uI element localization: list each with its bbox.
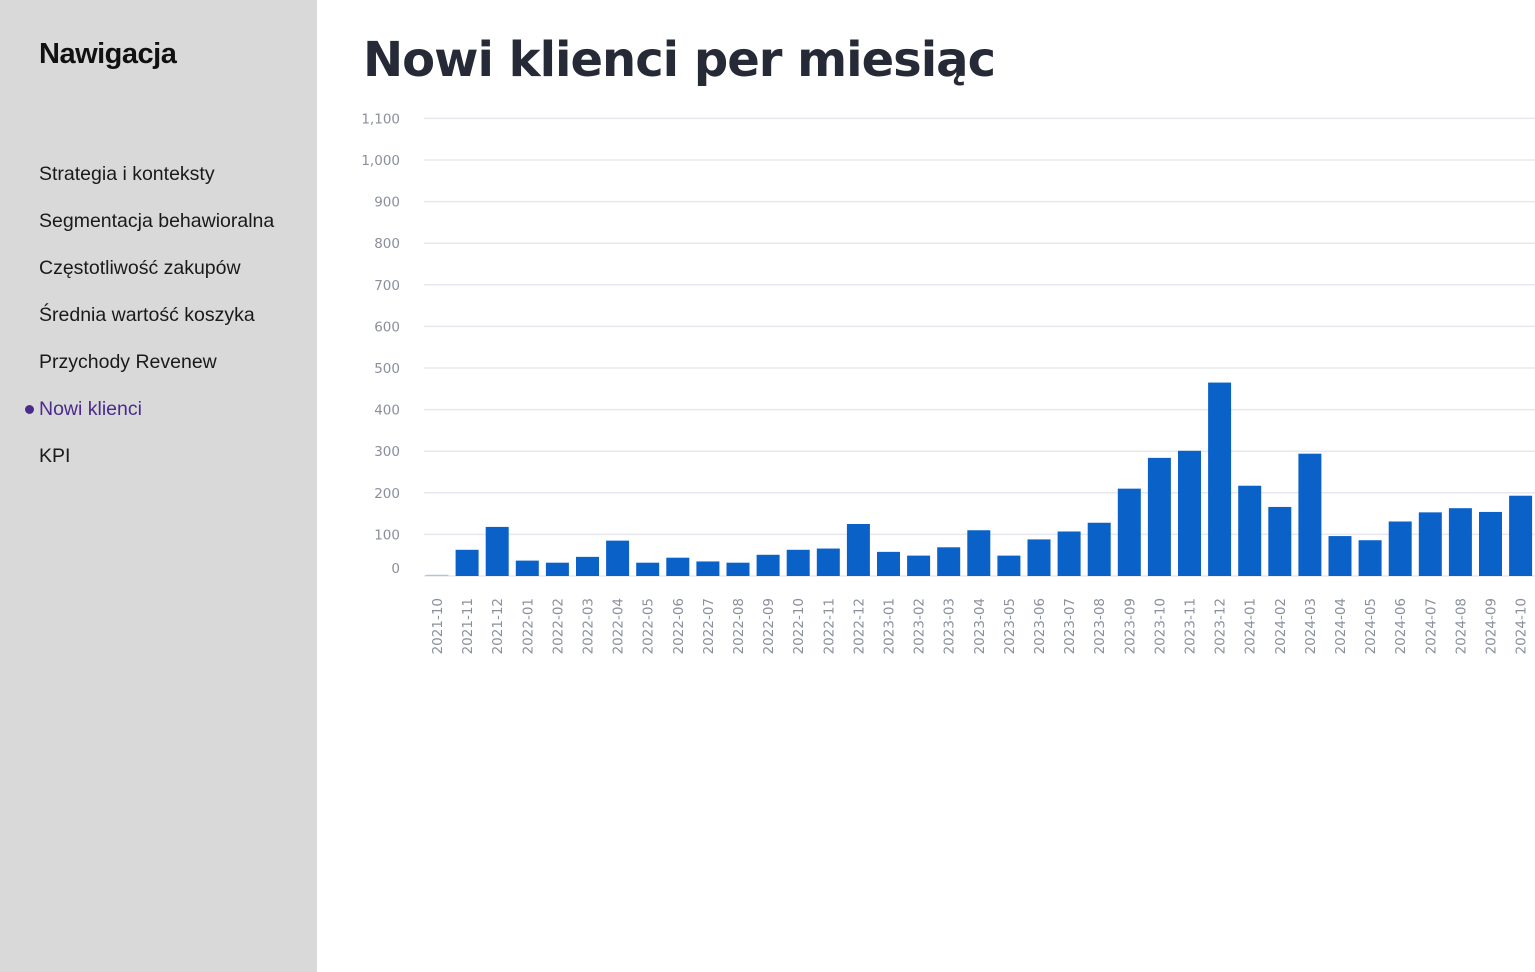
bar-2022-12: [846, 524, 870, 576]
x-tick-label: 2022-07: [701, 598, 717, 654]
nav-list: Strategia i konteksty Segmentacja behawio…: [0, 160, 274, 489]
y-tick-label: 400: [374, 403, 400, 419]
y-tick-label: 1,100: [361, 111, 400, 127]
x-tick-label: 2022-11: [821, 598, 837, 654]
bar-2021-10: [425, 574, 449, 576]
y-tick-label: 300: [374, 444, 400, 460]
bar-2024-04: [1328, 536, 1352, 576]
sidebar-item-cz-stotliwo-zakup-w[interactable]: Częstotliwość zakupów: [39, 257, 241, 279]
bar-2024-06: [1388, 521, 1412, 576]
x-tick-label: 2023-12: [1213, 598, 1229, 654]
bar-2023-10: [1147, 457, 1171, 576]
bar-2023-07: [1057, 531, 1081, 576]
y-tick-label: 1,000: [361, 153, 400, 169]
x-tick-label: 2024-05: [1363, 598, 1379, 654]
sidebar-item-kpi[interactable]: KPI: [39, 445, 71, 467]
x-tick-label: 2022-10: [791, 598, 807, 654]
x-tick-label: 2022-03: [581, 598, 597, 654]
y-tick-label: 500: [374, 361, 400, 377]
bar-2022-07: [696, 561, 720, 576]
bar-2023-11: [1178, 450, 1201, 576]
bar-2022-03: [576, 556, 599, 576]
bar-2021-12: [485, 526, 509, 576]
bar-2024-02: [1268, 506, 1292, 576]
x-tick-label: 2022-06: [671, 598, 687, 654]
page-title: Nowi klienci per miesiąc: [363, 32, 996, 88]
bar-2021-11: [455, 549, 479, 576]
y-tick-label: 0: [391, 561, 400, 577]
x-tick-label: 2022-12: [851, 598, 867, 654]
sidebar-title: Nawigacja: [39, 38, 177, 70]
x-tick-label: 2023-04: [972, 598, 988, 654]
sidebar-item-przychody-revenew[interactable]: Przychody Revenew: [39, 351, 217, 373]
x-tick-label: 2021-10: [430, 598, 446, 654]
x-tick-label: 2024-01: [1243, 598, 1259, 654]
x-tick-label: 2024-06: [1393, 598, 1409, 654]
x-tick-label: 2024-03: [1303, 598, 1319, 654]
bar-2023-04: [967, 530, 991, 576]
x-tick-label: 2023-05: [1002, 598, 1018, 654]
bar-2022-09: [756, 554, 780, 576]
sidebar-item-strategia-i-konteksty[interactable]: Strategia i konteksty: [39, 163, 215, 185]
x-tick-label: 2021-12: [490, 598, 506, 654]
x-tick-label: 2021-11: [460, 598, 476, 654]
x-tick-label: 2024-10: [1514, 598, 1530, 654]
x-tick-label: 2023-07: [1062, 598, 1078, 654]
x-tick-label: 2023-02: [912, 598, 928, 654]
x-tick-label: 2022-05: [641, 598, 657, 654]
x-tick-label: 2024-08: [1453, 598, 1469, 654]
bar-2022-10: [786, 549, 810, 576]
bar-2024-03: [1298, 453, 1322, 576]
bar-2023-02: [907, 555, 931, 576]
y-tick-label: 900: [374, 195, 400, 211]
x-tick-label: 2023-09: [1122, 598, 1138, 654]
x-tick-label: 2022-04: [611, 598, 627, 654]
bar-2023-12: [1208, 382, 1232, 576]
sidebar-item-nowi-klienci[interactable]: Nowi klienci: [0, 395, 274, 442]
bar-2022-02: [545, 562, 569, 576]
x-tick-label: 2022-01: [520, 598, 536, 654]
bar-2023-06: [1027, 539, 1051, 576]
bar-2024-05: [1358, 540, 1382, 576]
bar-2023-01: [877, 551, 900, 576]
x-tick-label: 2022-02: [550, 598, 566, 654]
sidebar-item--rednia-warto-koszyka[interactable]: Średnia wartość koszyka: [39, 304, 255, 326]
x-tick-label: 2024-09: [1484, 598, 1500, 654]
sidebar: Nawigacja Strategia i konteksty Segmentac…: [0, 0, 317, 972]
x-tick-label: 2024-04: [1333, 598, 1349, 654]
bar-2024-10: [1509, 495, 1533, 576]
x-tick-label: 2023-11: [1183, 598, 1199, 654]
bar-2022-05: [636, 562, 660, 576]
y-tick-label: 100: [374, 527, 400, 543]
x-tick-label: 2023-03: [942, 598, 958, 654]
x-tick-label: 2023-06: [1032, 598, 1048, 654]
bar-2024-09: [1479, 511, 1502, 576]
y-tick-label: 600: [374, 319, 400, 335]
x-tick-label: 2024-02: [1273, 598, 1289, 654]
x-tick-label: 2023-01: [882, 598, 898, 654]
x-tick-label: 2023-08: [1092, 598, 1108, 654]
sidebar-item-segmentacja-behawioralna[interactable]: Segmentacja behawioralna: [39, 210, 275, 232]
y-tick-label: 700: [374, 278, 400, 294]
x-tick-label: 2024-07: [1423, 598, 1439, 654]
bar-2022-08: [726, 562, 750, 576]
bar-2022-04: [606, 540, 630, 576]
bar-2023-09: [1117, 488, 1141, 576]
bar-2022-06: [666, 557, 690, 576]
bar-2024-07: [1418, 512, 1442, 576]
x-tick-label: 2022-08: [731, 598, 747, 654]
bar-2023-08: [1087, 522, 1111, 576]
x-tick-label: 2022-09: [761, 598, 777, 654]
x-tick-label: 2023-10: [1152, 598, 1168, 654]
bar-2022-01: [515, 560, 539, 576]
bar-2023-05: [997, 555, 1021, 576]
bar-2024-01: [1238, 485, 1262, 576]
y-tick-label: 200: [374, 486, 400, 502]
bar-2022-11: [816, 548, 840, 576]
y-tick-label: 800: [374, 236, 400, 252]
bar-2023-03: [937, 547, 961, 576]
bar-2024-08: [1448, 508, 1472, 576]
